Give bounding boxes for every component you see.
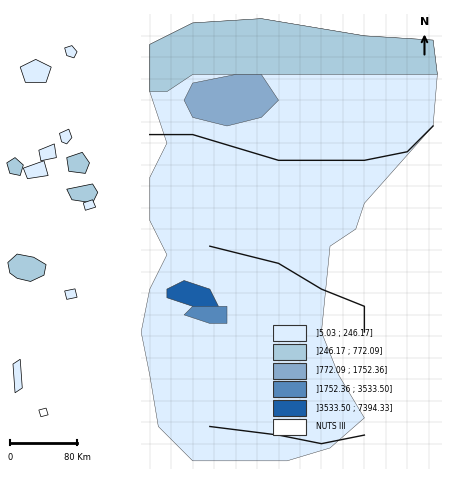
Polygon shape <box>39 144 56 161</box>
Text: N: N <box>420 17 429 27</box>
Polygon shape <box>141 19 438 461</box>
Text: ]3533.50 ; 7394.33]: ]3533.50 ; 7394.33] <box>316 404 392 412</box>
Polygon shape <box>67 152 89 173</box>
Polygon shape <box>65 289 77 299</box>
Text: ]246.17 ; 772.09]: ]246.17 ; 772.09] <box>316 347 382 356</box>
Bar <box>273 400 306 416</box>
Bar <box>273 325 306 341</box>
Polygon shape <box>60 129 72 144</box>
Polygon shape <box>7 158 24 175</box>
Bar <box>273 344 306 360</box>
Text: NUTS III: NUTS III <box>316 422 345 432</box>
Bar <box>273 419 306 435</box>
Text: ]772.09 ; 1752.36]: ]772.09 ; 1752.36] <box>316 366 387 375</box>
Bar <box>273 381 306 398</box>
Polygon shape <box>65 46 77 58</box>
Text: ]1752.36 ; 3533.50]: ]1752.36 ; 3533.50] <box>316 385 392 394</box>
Polygon shape <box>184 74 279 126</box>
Text: 0: 0 <box>7 453 13 462</box>
Polygon shape <box>39 408 48 417</box>
Polygon shape <box>13 359 22 393</box>
Polygon shape <box>167 281 219 315</box>
Polygon shape <box>184 306 227 323</box>
Polygon shape <box>150 19 438 91</box>
Polygon shape <box>8 254 46 282</box>
Polygon shape <box>83 200 96 210</box>
Polygon shape <box>67 184 98 203</box>
Bar <box>273 363 306 378</box>
Text: ]5.03 ; 246.17]: ]5.03 ; 246.17] <box>316 329 373 338</box>
Text: 80 Km: 80 Km <box>63 453 91 462</box>
Polygon shape <box>24 161 48 179</box>
Polygon shape <box>20 59 51 82</box>
